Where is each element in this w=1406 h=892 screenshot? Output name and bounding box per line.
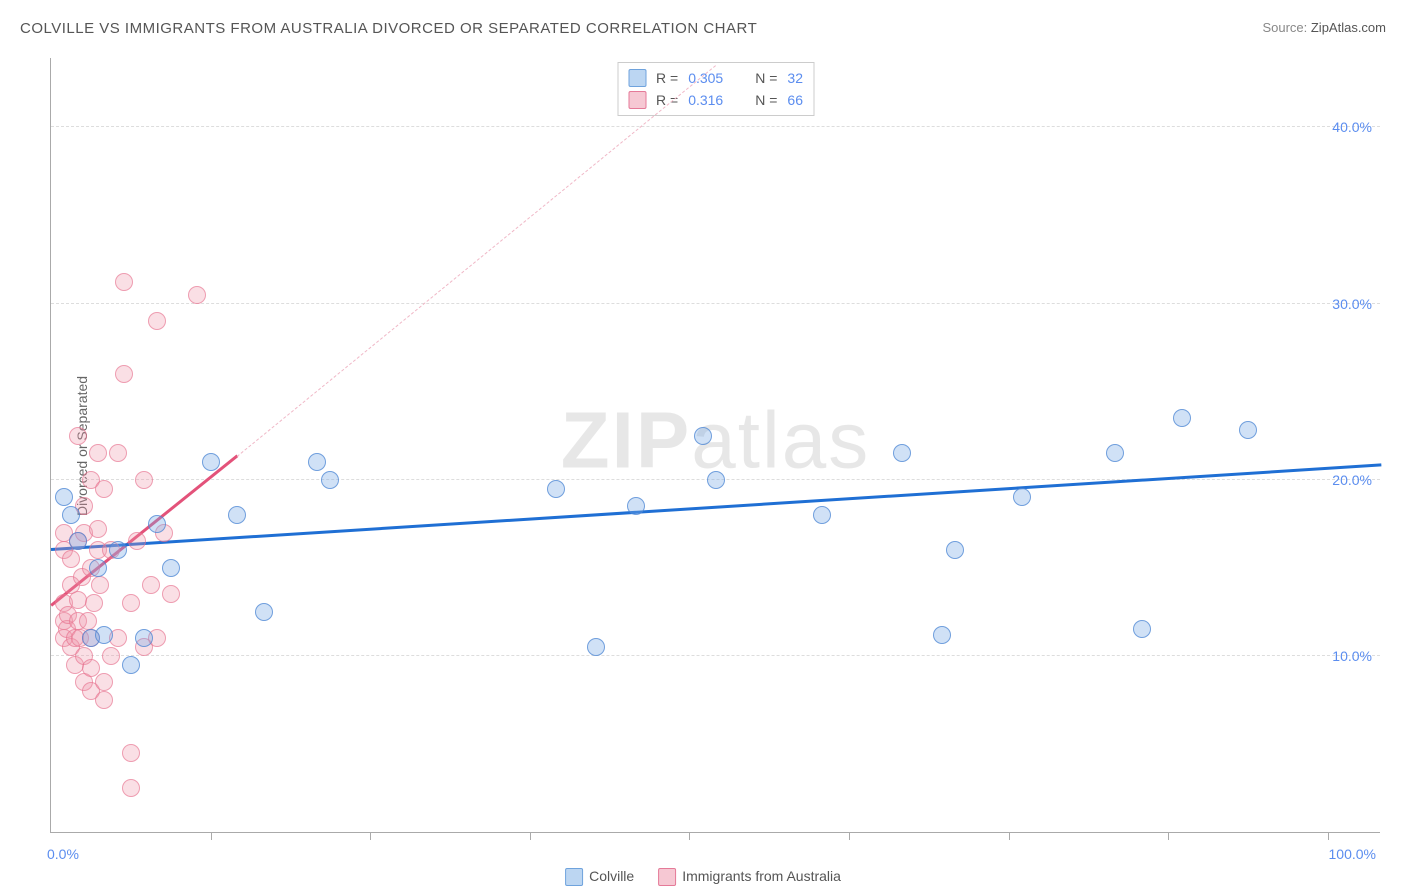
y-tick-label: 20.0% <box>1332 472 1372 488</box>
data-point <box>109 444 127 462</box>
x-tick <box>1168 832 1169 840</box>
data-point <box>946 541 964 559</box>
data-point <box>69 532 87 550</box>
data-point <box>1173 409 1191 427</box>
y-tick-label: 40.0% <box>1332 119 1372 135</box>
legend-label-immigrants: Immigrants from Australia <box>682 868 841 884</box>
data-point <box>79 612 97 630</box>
legend-swatch-colville <box>628 69 646 87</box>
legend-item-colville: Colville <box>565 868 634 886</box>
data-point <box>122 744 140 762</box>
y-tick-label: 10.0% <box>1332 648 1372 664</box>
legend-item-immigrants: Immigrants from Australia <box>658 868 841 886</box>
gridline <box>51 303 1380 304</box>
data-point <box>55 488 73 506</box>
correlation-legend: R = 0.305 N = 32 R = 0.316 N = 66 <box>617 62 814 116</box>
data-point <box>142 576 160 594</box>
legend-row-colville: R = 0.305 N = 32 <box>628 67 803 89</box>
data-point <box>813 506 831 524</box>
x-tick-label: 100.0% <box>1329 846 1376 862</box>
n-label: N = <box>755 92 777 108</box>
data-point <box>148 515 166 533</box>
n-value-immigrants: 66 <box>787 92 803 108</box>
data-point <box>547 480 565 498</box>
data-point <box>255 603 273 621</box>
legend-swatch-colville <box>565 868 583 886</box>
data-point <box>162 559 180 577</box>
y-tick-label: 30.0% <box>1332 296 1372 312</box>
data-point <box>122 779 140 797</box>
data-point <box>707 471 725 489</box>
data-point <box>102 647 120 665</box>
x-tick <box>689 832 690 840</box>
data-point <box>148 312 166 330</box>
data-point <box>321 471 339 489</box>
data-point <box>95 673 113 691</box>
data-point <box>694 427 712 445</box>
x-tick-label: 0.0% <box>47 846 79 862</box>
data-point <box>1013 488 1031 506</box>
data-point <box>91 576 109 594</box>
data-point <box>89 520 107 538</box>
data-point <box>893 444 911 462</box>
data-point <box>1106 444 1124 462</box>
n-value-colville: 32 <box>787 70 803 86</box>
legend-swatch-immigrants <box>658 868 676 886</box>
data-point <box>95 480 113 498</box>
data-point <box>95 626 113 644</box>
data-point <box>135 471 153 489</box>
chart-title: COLVILLE VS IMMIGRANTS FROM AUSTRALIA DI… <box>20 20 757 37</box>
data-point <box>1133 620 1151 638</box>
x-tick <box>1328 832 1329 840</box>
data-point <box>202 453 220 471</box>
data-point <box>308 453 326 471</box>
data-point <box>115 365 133 383</box>
trend-line-extrapolated <box>237 65 716 457</box>
x-tick <box>1009 832 1010 840</box>
x-tick <box>370 832 371 840</box>
x-tick <box>849 832 850 840</box>
scatter-chart: ZIPatlas R = 0.305 N = 32 R = 0.316 N = … <box>50 58 1380 833</box>
data-point <box>85 594 103 612</box>
data-point <box>89 559 107 577</box>
x-tick <box>211 832 212 840</box>
data-point <box>162 585 180 603</box>
data-point <box>1239 421 1257 439</box>
source-value: ZipAtlas.com <box>1311 20 1386 35</box>
legend-swatch-immigrants <box>628 91 646 109</box>
data-point <box>89 444 107 462</box>
legend-label-colville: Colville <box>589 868 634 884</box>
data-point <box>122 656 140 674</box>
series-legend: Colville Immigrants from Australia <box>565 868 841 886</box>
gridline <box>51 126 1380 127</box>
watermark-bold: ZIP <box>561 395 691 484</box>
data-point <box>69 427 87 445</box>
data-point <box>188 286 206 304</box>
data-point <box>109 541 127 559</box>
data-point <box>62 550 80 568</box>
data-point <box>69 591 87 609</box>
data-point <box>115 273 133 291</box>
r-label: R = <box>656 70 678 86</box>
r-value-immigrants: 0.316 <box>688 92 723 108</box>
data-point <box>627 497 645 515</box>
source-attribution: Source: ZipAtlas.com <box>1262 20 1386 35</box>
x-tick <box>530 832 531 840</box>
n-label: N = <box>755 70 777 86</box>
legend-row-immigrants: R = 0.316 N = 66 <box>628 89 803 111</box>
data-point <box>933 626 951 644</box>
data-point <box>135 629 153 647</box>
data-point <box>95 691 113 709</box>
data-point <box>82 659 100 677</box>
data-point <box>587 638 605 656</box>
data-point <box>228 506 246 524</box>
data-point <box>128 532 146 550</box>
data-point <box>122 594 140 612</box>
data-point <box>62 506 80 524</box>
source-label: Source: <box>1262 20 1310 35</box>
gridline <box>51 655 1380 656</box>
